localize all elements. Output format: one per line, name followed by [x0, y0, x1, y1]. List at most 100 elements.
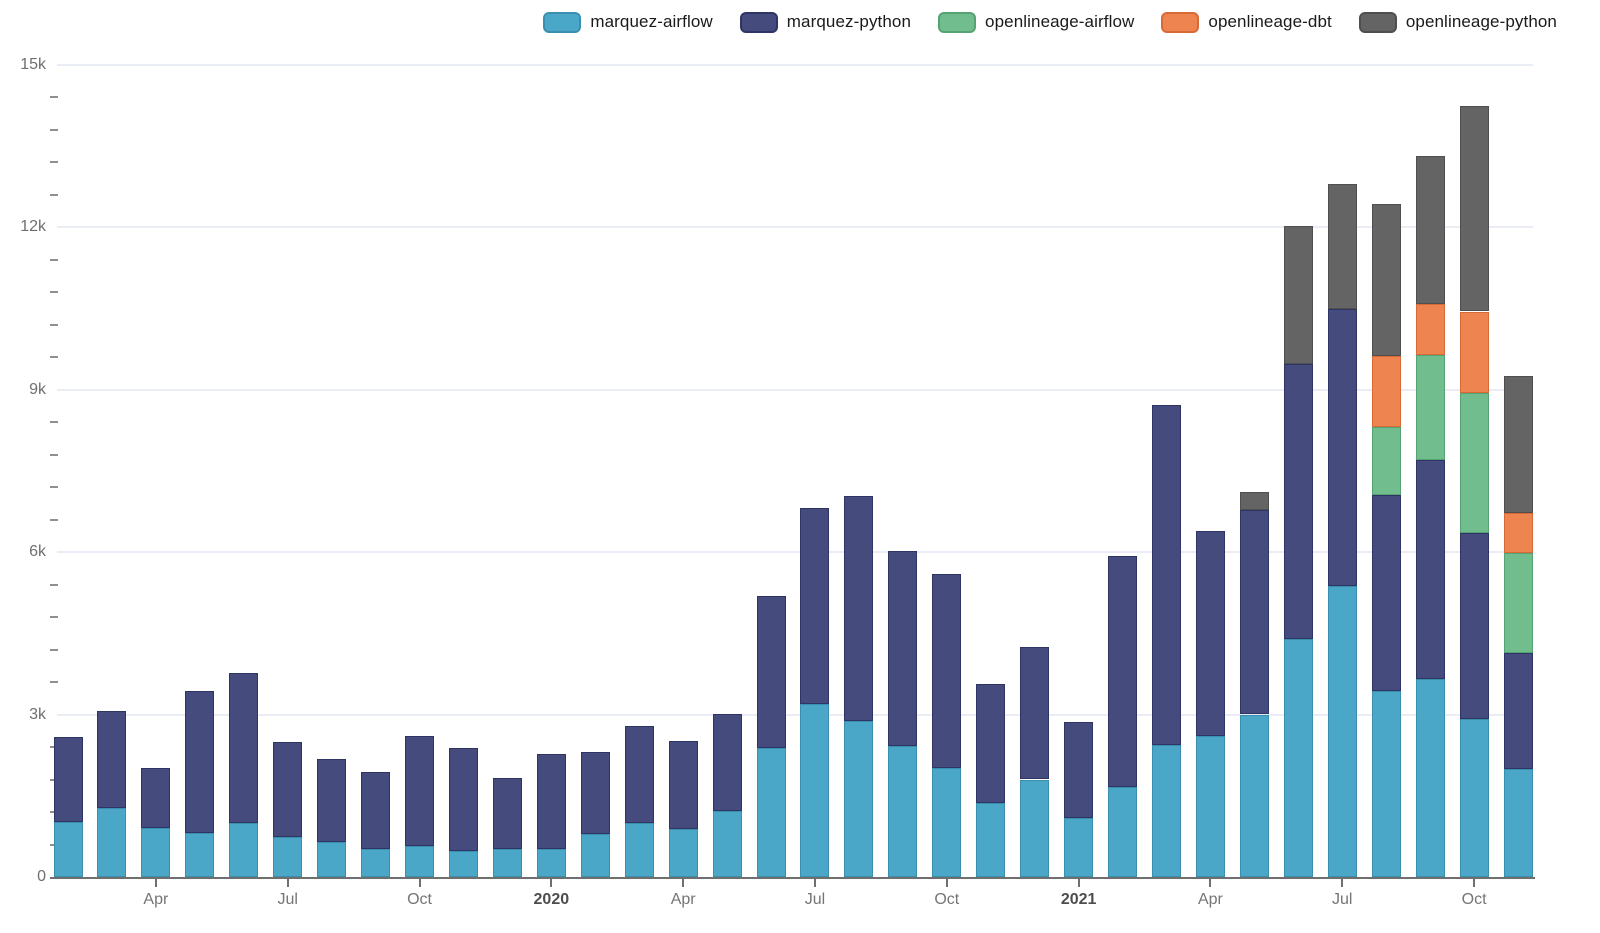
bar-segment-marquez-airflow-2020-03[interactable]: [624, 823, 654, 877]
y-minor-tick: [50, 453, 58, 456]
bar-segment-marquez-airflow-2021-07[interactable]: [1327, 585, 1357, 877]
bar-segment-openlineage-dbt-2021-08[interactable]: [1371, 355, 1401, 427]
legend-label-marquez-python: marquez-python: [786, 12, 912, 31]
bar-segment-marquez-airflow-2020-10[interactable]: [932, 768, 962, 877]
bar-segment-marquez-python-2019-02[interactable]: [53, 736, 83, 822]
bar-segment-marquez-airflow-2020-02[interactable]: [580, 834, 610, 877]
bar-segment-marquez-airflow-2019-08[interactable]: [317, 841, 347, 877]
bar-segment-marquez-python-2019-05[interactable]: [185, 690, 215, 834]
bar-segment-openlineage-dbt-2021-09[interactable]: [1415, 304, 1445, 356]
legend-label-marquez-airflow: marquez-airflow: [590, 12, 713, 31]
bar-segment-openlineage-dbt-2021-10[interactable]: [1459, 311, 1489, 394]
bar-segment-marquez-python-2021-03[interactable]: [1152, 404, 1181, 745]
bar-segment-marquez-python-2019-08[interactable]: [317, 758, 347, 842]
bar-segment-marquez-airflow-2021-03[interactable]: [1152, 744, 1181, 877]
bar-segment-marquez-python-2021-06[interactable]: [1283, 364, 1313, 640]
bar-segment-marquez-airflow-2019-12[interactable]: [492, 848, 522, 877]
bar-segment-openlineage-airflow-2021-11[interactable]: [1503, 552, 1533, 653]
legend-item-openlineage-dbt[interactable]: openlineage-dbt: [1161, 11, 1332, 33]
bar-segment-marquez-python-2019-07[interactable]: [273, 741, 303, 838]
bar-segment-marquez-airflow-2019-04[interactable]: [141, 828, 171, 877]
bar-segment-openlineage-python-2021-11[interactable]: [1503, 375, 1533, 513]
legend-item-openlineage-airflow[interactable]: openlineage-airflow: [938, 11, 1134, 33]
x-axis-label-Oct: Oct: [934, 891, 960, 908]
bar-segment-marquez-python-2021-05[interactable]: [1239, 510, 1269, 715]
bar-segment-marquez-python-2021-10[interactable]: [1459, 533, 1489, 720]
bar-segment-marquez-python-2021-04[interactable]: [1195, 531, 1225, 737]
bar-segment-marquez-python-2019-11[interactable]: [448, 747, 478, 851]
bar-segment-openlineage-dbt-2021-11[interactable]: [1503, 513, 1533, 553]
bar-segment-marquez-airflow-2021-04[interactable]: [1195, 736, 1225, 877]
bar-segment-marquez-python-2019-06[interactable]: [229, 672, 259, 824]
bar-segment-openlineage-airflow-2021-08[interactable]: [1371, 426, 1401, 496]
bar-segment-openlineage-python-2021-06[interactable]: [1283, 225, 1313, 365]
legend-item-openlineage-python[interactable]: openlineage-python: [1358, 11, 1557, 33]
bar-segment-marquez-python-2020-02[interactable]: [580, 751, 610, 835]
bar-segment-marquez-python-2020-07[interactable]: [800, 507, 830, 705]
legend-item-marquez-python[interactable]: marquez-python: [739, 11, 912, 33]
bar-segment-marquez-airflow-2020-06[interactable]: [756, 747, 786, 877]
y-gridline-15k: [57, 63, 1533, 66]
y-minor-tick: [50, 421, 58, 423]
bar-segment-marquez-python-2021-11[interactable]: [1503, 652, 1533, 770]
bar-segment-marquez-airflow-2021-09[interactable]: [1415, 678, 1445, 877]
bar-segment-marquez-airflow-2021-08[interactable]: [1371, 690, 1401, 877]
bar-segment-openlineage-python-2021-07[interactable]: [1327, 183, 1357, 309]
bar-segment-marquez-airflow-2021-06[interactable]: [1283, 639, 1313, 877]
bar-segment-marquez-python-2019-09[interactable]: [361, 772, 391, 850]
x-axis-label-Apr: Apr: [670, 891, 696, 908]
y-minor-tick: [50, 583, 58, 586]
bar-segment-marquez-python-2020-06[interactable]: [756, 595, 786, 748]
bar-segment-openlineage-python-2021-08[interactable]: [1371, 203, 1401, 356]
y-minor-tick: [50, 96, 58, 98]
bar-segment-marquez-airflow-2019-02[interactable]: [53, 821, 83, 877]
bar-segment-marquez-airflow-2020-08[interactable]: [844, 721, 874, 877]
legend-item-marquez-airflow[interactable]: marquez-airflow: [543, 11, 713, 33]
bar-segment-marquez-airflow-2021-01[interactable]: [1064, 817, 1094, 877]
bar-segment-marquez-airflow-2019-05[interactable]: [185, 833, 215, 877]
bar-segment-marquez-python-2020-10[interactable]: [932, 574, 962, 769]
bar-segment-marquez-airflow-2021-11[interactable]: [1503, 769, 1533, 877]
x-axis-label-Oct: Oct: [1461, 891, 1487, 908]
bar-segment-marquez-airflow-2019-07[interactable]: [273, 837, 303, 877]
bar-segment-marquez-python-2020-08[interactable]: [844, 496, 874, 721]
bar-segment-marquez-python-2020-04[interactable]: [668, 740, 698, 829]
bar-segment-marquez-airflow-2019-06[interactable]: [229, 823, 259, 877]
bar-segment-marquez-airflow-2019-09[interactable]: [361, 849, 391, 877]
bar-segment-marquez-airflow-2020-01[interactable]: [536, 848, 566, 877]
bar-segment-marquez-python-2020-01[interactable]: [536, 754, 566, 849]
bar-segment-marquez-python-2019-03[interactable]: [97, 710, 127, 808]
bar-segment-marquez-airflow-2020-11[interactable]: [976, 803, 1006, 877]
bar-segment-openlineage-python-2021-09[interactable]: [1415, 156, 1445, 305]
bar-segment-marquez-airflow-2020-09[interactable]: [888, 746, 918, 877]
bar-segment-openlineage-airflow-2021-09[interactable]: [1415, 355, 1445, 460]
bar-segment-marquez-python-2021-07[interactable]: [1327, 308, 1357, 586]
y-minor-tick: [50, 616, 58, 618]
bar-segment-marquez-airflow-2020-04[interactable]: [668, 828, 698, 877]
bar-segment-marquez-python-2019-04[interactable]: [141, 768, 171, 829]
bar-segment-marquez-python-2019-12[interactable]: [492, 778, 522, 849]
bar-segment-marquez-airflow-2021-10[interactable]: [1459, 719, 1489, 877]
bar-segment-openlineage-python-2021-05[interactable]: [1239, 492, 1269, 511]
bar-segment-marquez-airflow-2020-07[interactable]: [800, 704, 830, 877]
bar-segment-marquez-python-2021-02[interactable]: [1108, 555, 1138, 788]
bar-segment-marquez-python-2021-08[interactable]: [1371, 495, 1401, 691]
bar-segment-marquez-airflow-2021-02[interactable]: [1108, 787, 1138, 877]
bar-segment-marquez-airflow-2021-05[interactable]: [1239, 714, 1269, 877]
bar-segment-marquez-airflow-2019-11[interactable]: [448, 851, 478, 877]
y-axis-label-12k: 12k: [20, 218, 46, 235]
bar-segment-marquez-python-2020-11[interactable]: [976, 684, 1006, 804]
bar-segment-marquez-airflow-2020-05[interactable]: [712, 810, 742, 877]
bar-segment-marquez-airflow-2019-03[interactable]: [97, 807, 127, 877]
bar-segment-marquez-python-2020-05[interactable]: [712, 713, 742, 811]
bar-segment-openlineage-airflow-2021-10[interactable]: [1459, 393, 1489, 534]
bar-segment-marquez-airflow-2019-10[interactable]: [405, 845, 435, 877]
bar-segment-marquez-python-2020-03[interactable]: [624, 725, 654, 824]
bar-segment-marquez-python-2021-09[interactable]: [1415, 459, 1445, 679]
bar-segment-openlineage-python-2021-10[interactable]: [1459, 105, 1489, 312]
bar-segment-marquez-airflow-2020-12[interactable]: [1020, 779, 1050, 877]
bar-segment-marquez-python-2019-10[interactable]: [405, 736, 435, 846]
bar-segment-marquez-python-2020-09[interactable]: [888, 550, 918, 747]
bar-segment-marquez-python-2020-12[interactable]: [1020, 647, 1050, 780]
bar-segment-marquez-python-2021-01[interactable]: [1064, 721, 1094, 818]
